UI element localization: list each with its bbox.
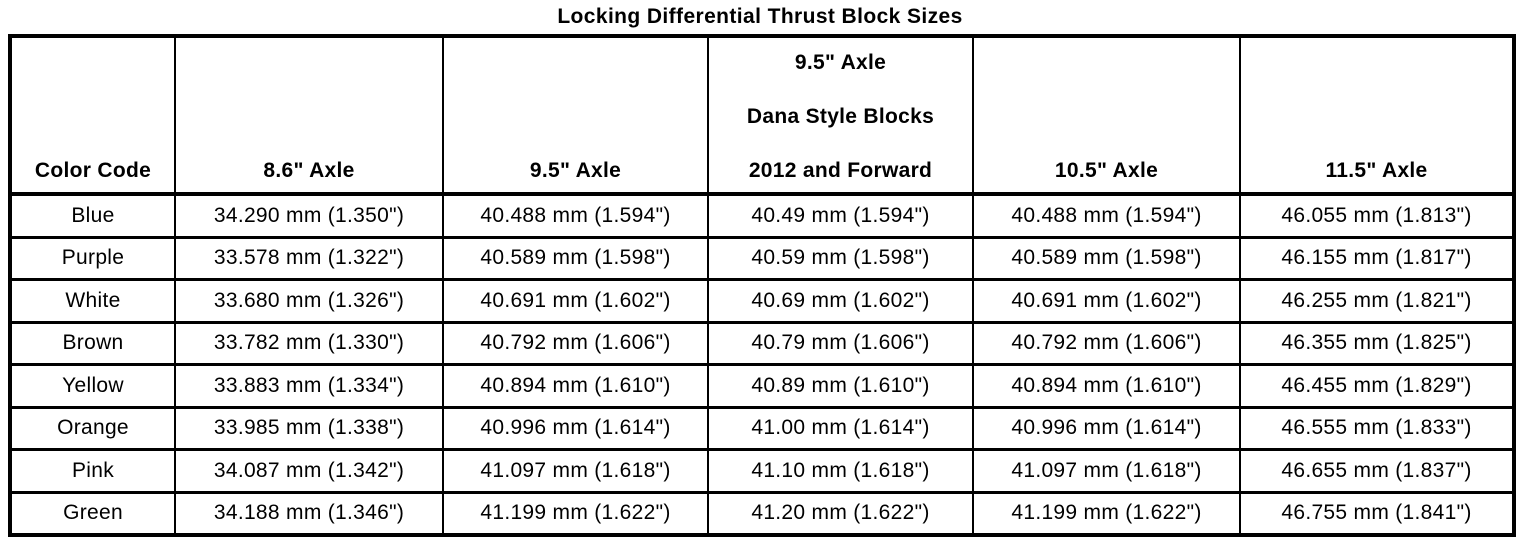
column-header-8-6-axle: 8.6" Axle bbox=[174, 34, 444, 196]
cell-size-value: 41.20 mm (1.622") bbox=[707, 490, 974, 537]
cell-size-value: 40.894 mm (1.610") bbox=[972, 363, 1241, 409]
table-row-green: Green 34.188 mm (1.346") 41.199 mm (1.62… bbox=[9, 490, 1515, 537]
cell-size-value: 40.59 mm (1.598") bbox=[707, 235, 974, 281]
cell-size-value: 34.087 mm (1.342") bbox=[174, 448, 444, 494]
cell-size-value: 40.488 mm (1.594") bbox=[972, 192, 1241, 239]
cell-size-value: 33.985 mm (1.338") bbox=[174, 405, 444, 451]
cell-size-value: 41.10 mm (1.618") bbox=[707, 448, 974, 494]
cell-color-code: Pink bbox=[9, 448, 176, 494]
cell-size-value: 41.199 mm (1.622") bbox=[442, 490, 709, 537]
cell-color-code: Yellow bbox=[9, 363, 176, 409]
cell-size-value: 40.89 mm (1.610") bbox=[707, 363, 974, 409]
cell-size-value: 46.055 mm (1.813") bbox=[1239, 192, 1515, 239]
table-row-purple: Purple 33.578 mm (1.322") 40.589 mm (1.5… bbox=[9, 235, 1515, 281]
column-header-11-5-axle: 11.5" Axle bbox=[1239, 34, 1515, 196]
cell-size-value: 34.188 mm (1.346") bbox=[174, 490, 444, 537]
page-title: Locking Differential Thrust Block Sizes bbox=[557, 5, 963, 28]
cell-size-value: 46.255 mm (1.821") bbox=[1239, 278, 1515, 324]
cell-size-value: 40.49 mm (1.594") bbox=[707, 192, 974, 239]
cell-size-value: 40.691 mm (1.602") bbox=[972, 278, 1241, 324]
table-row-brown: Brown 33.782 mm (1.330") 40.792 mm (1.60… bbox=[9, 320, 1515, 366]
table-row-orange: Orange 33.985 mm (1.338") 40.996 mm (1.6… bbox=[9, 405, 1515, 451]
cell-size-value: 40.894 mm (1.610") bbox=[442, 363, 709, 409]
cell-size-value: 41.097 mm (1.618") bbox=[972, 448, 1241, 494]
thrust-block-size-table: Color Code 8.6" Axle 9.5" Axle 9.5" Axle… bbox=[8, 34, 1516, 537]
table-row-yellow: Yellow 33.883 mm (1.334") 40.894 mm (1.6… bbox=[9, 363, 1515, 409]
cell-color-code: Blue bbox=[9, 192, 176, 239]
cell-size-value: 41.00 mm (1.614") bbox=[707, 405, 974, 451]
cell-size-value: 41.097 mm (1.618") bbox=[442, 448, 709, 494]
column-header-9-5-axle: 9.5" Axle bbox=[442, 34, 709, 196]
cell-size-value: 33.578 mm (1.322") bbox=[174, 235, 444, 281]
cell-size-value: 40.589 mm (1.598") bbox=[442, 235, 709, 281]
column-header-10-5-axle: 10.5" Axle bbox=[972, 34, 1241, 196]
cell-size-value: 46.355 mm (1.825") bbox=[1239, 320, 1515, 366]
cell-color-code: Purple bbox=[9, 235, 176, 281]
cell-size-value: 40.996 mm (1.614") bbox=[442, 405, 709, 451]
cell-size-value: 33.782 mm (1.330") bbox=[174, 320, 444, 366]
cell-size-value: 40.792 mm (1.606") bbox=[442, 320, 709, 366]
cell-size-value: 46.755 mm (1.841") bbox=[1239, 490, 1515, 537]
cell-size-value: 40.792 mm (1.606") bbox=[972, 320, 1241, 366]
column-header-9-5-axle-dana: 9.5" Axle Dana Style Blocks 2012 and For… bbox=[707, 34, 974, 196]
cell-size-value: 40.691 mm (1.602") bbox=[442, 278, 709, 324]
cell-size-value: 46.555 mm (1.833") bbox=[1239, 405, 1515, 451]
cell-size-value: 33.883 mm (1.334") bbox=[174, 363, 444, 409]
cell-color-code: White bbox=[9, 278, 176, 324]
cell-color-code: Orange bbox=[9, 405, 176, 451]
table-row-white: White 33.680 mm (1.326") 40.691 mm (1.60… bbox=[9, 278, 1515, 324]
cell-color-code: Green bbox=[9, 490, 176, 537]
cell-size-value: 41.199 mm (1.622") bbox=[972, 490, 1241, 537]
cell-size-value: 40.69 mm (1.602") bbox=[707, 278, 974, 324]
table-row-pink: Pink 34.087 mm (1.342") 41.097 mm (1.618… bbox=[9, 448, 1515, 494]
cell-color-code: Brown bbox=[9, 320, 176, 366]
header-line-axle: 9.5" Axle bbox=[794, 51, 887, 74]
cell-size-value: 40.488 mm (1.594") bbox=[442, 192, 709, 239]
cell-size-value: 33.680 mm (1.326") bbox=[174, 278, 444, 324]
column-header-color-code: Color Code bbox=[9, 34, 176, 196]
cell-size-value: 40.79 mm (1.606") bbox=[707, 320, 974, 366]
cell-size-value: 46.155 mm (1.817") bbox=[1239, 235, 1515, 281]
cell-size-value: 46.455 mm (1.829") bbox=[1239, 363, 1515, 409]
header-line-2012-forward: 2012 and Forward bbox=[748, 159, 933, 182]
cell-size-value: 34.290 mm (1.350") bbox=[174, 192, 444, 239]
header-row: Color Code 8.6" Axle 9.5" Axle 9.5" Axle… bbox=[9, 34, 1515, 196]
header-line-dana-style: Dana Style Blocks bbox=[746, 105, 935, 128]
cell-size-value: 40.996 mm (1.614") bbox=[972, 405, 1241, 451]
cell-size-value: 40.589 mm (1.598") bbox=[972, 235, 1241, 281]
table-row-blue: Blue 34.290 mm (1.350") 40.488 mm (1.594… bbox=[9, 192, 1515, 239]
cell-size-value: 46.655 mm (1.837") bbox=[1239, 448, 1515, 494]
